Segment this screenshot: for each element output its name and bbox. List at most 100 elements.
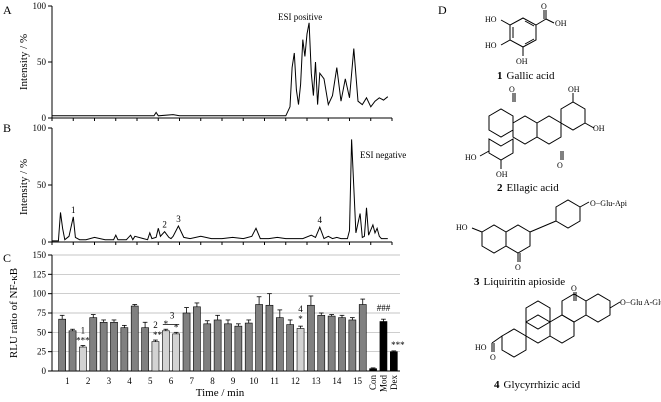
panel-c-letter: C [3,251,11,265]
bar-1 [68,330,77,372]
bar-17 [234,325,243,372]
panel-c-xtick-label-2: 3 [107,376,112,386]
panel-a-ytick-label-1: 50 [37,57,47,67]
glycyrrhizic-glu-a: O−Glu A-Glu A [620,298,661,307]
panel-c-ytick-label-3: 75 [37,308,47,318]
panel-c-annotation-7: 4 [298,304,303,314]
bar-21 [275,317,284,372]
bar-22 [286,324,295,372]
bar-20 [265,304,274,372]
panel-c-xtick-label-dex: Dex [389,375,399,390]
panel-a-y-label: Intensity / % [18,34,30,90]
glycyrrhizic-o-acid: O [490,353,496,362]
panel-b-letter: B [3,121,11,135]
panel-c-annotation-3: ** [153,330,163,340]
bar-11 [172,333,181,372]
ellagic-oh-right: OH [593,124,605,133]
ellagic-oh-top: OH [568,85,580,94]
caption-3-number: 3 [474,276,480,288]
panel-b-ytick-label-2: 100 [33,123,47,133]
liquiritin-o: O [515,263,521,272]
panel-c-xtick-label-14: 15 [353,376,363,386]
caption-compound-3: 3 Liquiritin apioside [474,276,565,288]
panel-c-annotation-4: 3 [170,310,175,320]
bar-16 [224,323,232,372]
caption-2-number: 2 [497,182,503,194]
bar-9 [151,341,160,372]
panel-b-ytick-label-0: 0 [42,237,47,247]
panel-c-x-label: Time / min [196,387,245,399]
liquiritin-glu-api: O−Glu-Api [590,199,628,208]
liquiritin-ho: HO [456,223,468,232]
peak-label-3: 3 [176,214,181,224]
gallic-ho-left: HO [485,41,497,50]
glycyrrhizic-o: O [571,284,577,293]
bar-31 [379,321,388,372]
panel-c-ytick-label-1: 25 [37,347,47,357]
bar-25 [317,315,326,372]
ellagic-o-top: O [509,85,515,94]
bar-6 [120,327,129,372]
panel-c-annotation-6: * [174,322,179,332]
bar-0 [58,318,67,372]
structure-gallic-acid [500,10,555,56]
panel-c-xtick-label-7: 8 [210,376,215,386]
panel-c-xtick-label-12: 13 [312,376,322,386]
panel-c-ytick-label-0: 0 [42,366,47,376]
panel-c-xtick-label-10: 11 [270,376,279,386]
caption-2-name: Ellagic acid [506,182,559,194]
panel-c-xtick-label-4: 5 [148,376,153,386]
peak-label-4: 4 [318,215,323,225]
bar-23 [296,328,305,372]
panel-c-ytick-label-6: 150 [33,250,47,260]
bar-7 [130,305,139,372]
trace-esi-positive [52,22,389,117]
gallic-oh-bottom: OH [516,57,528,66]
glycyrrhizic-ho: HO [475,343,487,352]
panel-c-xtick-label-1: 2 [86,376,91,386]
panel-c-annotation-0: 1 [81,325,86,335]
bar-12 [182,312,191,372]
panel-c-annotation-1: *** [76,335,90,345]
gallic-o: O [541,2,547,11]
chromatogram-negative: 0 50 100 Intensity / % ESI negative 1 23 4 [18,123,406,247]
panel-a-letter: A [3,3,12,17]
bar-2 [79,346,87,372]
panel-c-ytick-label-4: 100 [33,289,47,299]
panel-c-xtick-label-con: Con [368,375,378,391]
panel-c-annotation-8: * [298,314,303,324]
caption-compound-4: 4 Glycyrrhizic acid [494,379,580,391]
gallic-ho-top: HO [485,15,497,24]
panel-c-xtick-label-3: 4 [127,376,132,386]
panel-c-annotation-9: ### [377,303,391,313]
bar-15 [213,319,222,372]
caption-4-name: Glycyrrhizic acid [503,379,581,391]
peak-label-2: 2 [162,220,167,230]
bar-5 [110,321,118,372]
panel-c-xtick-label-mod: Mod [378,375,388,393]
bar-26 [327,315,336,372]
bar-3 [89,317,98,372]
structure-ellagic-acid [479,93,595,169]
panel-c-xtick-label-9: 10 [249,376,259,386]
panel-d-letter: D [438,3,447,17]
chromatogram-positive: 0 50 100 Intensity / % ESI positive [18,1,393,123]
bar-32 [389,351,398,372]
bar-29 [358,304,367,372]
panel-c-xtick-label-6: 7 [189,376,194,386]
ellagic-ho-left: HO [465,153,477,162]
panel-c-y-label: RLU ratio of NF-κB [8,268,20,358]
bar-30 [369,368,377,372]
panel-c-xtick-label-0: 1 [65,376,70,386]
caption-1-name: Gallic acid [506,70,555,82]
structure-liquiritin-apioside [471,199,590,262]
panel-c-xtick-label-13: 14 [332,376,342,386]
bar-8 [141,327,149,372]
bar-18 [244,322,253,372]
panel-c-xtick-label-8: 9 [231,376,236,386]
bar-27 [338,317,346,372]
ellagic-o-bottom: O [557,161,563,170]
caption-compound-1: 1 Gallic acid [497,70,554,82]
panel-c-ytick-label-2: 50 [37,327,47,337]
